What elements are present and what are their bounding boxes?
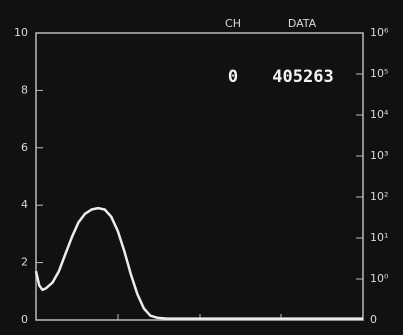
y2-tick-label: 10³	[370, 149, 388, 162]
y-tick-label: 8	[21, 83, 28, 96]
y2-tick-label: 10⁶	[370, 26, 389, 39]
channel-label: CH	[225, 17, 241, 30]
y-tick-label: 4	[21, 198, 28, 211]
screen	[0, 0, 403, 335]
y2-tick-label: 10²	[370, 190, 388, 203]
data-label: DATA	[288, 17, 317, 30]
data-value: 405263	[272, 67, 333, 87]
y-tick-label: 0	[21, 313, 28, 326]
y2-tick-label: 10¹	[370, 231, 388, 244]
y2-tick-label: 10⁵	[370, 67, 388, 80]
y-tick-label: 10	[14, 26, 28, 39]
y2-tick-label: 10⁰	[370, 272, 389, 285]
channel-value: 0	[228, 67, 238, 87]
chart: CH DATA 0 405263 0 2 4 6 8 10 0 10⁰ 10¹ 10² 10³ 10⁴…	[0, 0, 403, 335]
y-tick-label: 6	[21, 141, 28, 154]
y2-tick-label: 0	[370, 313, 377, 326]
y2-tick-label: 10⁴	[370, 108, 389, 121]
y-tick-label: 2	[21, 256, 28, 269]
